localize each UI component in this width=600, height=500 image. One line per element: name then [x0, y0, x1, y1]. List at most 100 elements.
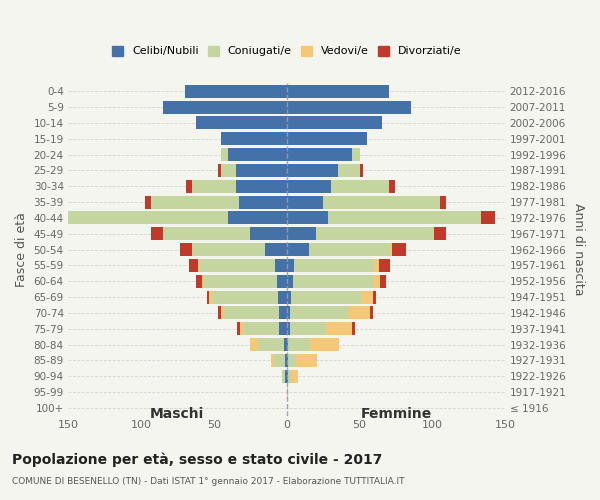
Bar: [287, 322, 290, 335]
Bar: [287, 116, 382, 130]
Bar: [163, 228, 250, 240]
Bar: [185, 85, 287, 98]
Bar: [218, 164, 221, 177]
Bar: [145, 196, 151, 208]
Bar: [192, 180, 236, 192]
Bar: [392, 243, 406, 256]
Bar: [203, 275, 277, 287]
Text: Popolazione per età, sesso e stato civile - 2017: Popolazione per età, sesso e stato civil…: [12, 452, 382, 467]
Bar: [374, 259, 379, 272]
Bar: [271, 354, 274, 367]
Bar: [229, 148, 287, 161]
Bar: [236, 180, 287, 192]
Bar: [348, 306, 370, 320]
Bar: [243, 322, 280, 335]
Bar: [277, 275, 287, 287]
Text: COMUNE DI BESENELLO (TN) - Dati ISTAT 1° gennaio 2017 - Elaborazione TUTTITALIA.: COMUNE DI BESENELLO (TN) - Dati ISTAT 1°…: [12, 478, 404, 486]
Bar: [328, 212, 481, 224]
Bar: [250, 338, 257, 351]
Bar: [287, 180, 331, 192]
Bar: [352, 322, 355, 335]
Bar: [285, 370, 287, 382]
Bar: [151, 196, 239, 208]
Bar: [186, 180, 192, 192]
Bar: [189, 259, 198, 272]
Bar: [206, 290, 209, 304]
Bar: [288, 354, 296, 367]
Bar: [293, 275, 373, 287]
Bar: [278, 290, 287, 304]
Bar: [250, 228, 287, 240]
Bar: [236, 164, 287, 177]
Bar: [221, 132, 287, 145]
Bar: [294, 259, 374, 272]
Bar: [287, 259, 294, 272]
Bar: [290, 322, 326, 335]
Bar: [265, 243, 287, 256]
Bar: [284, 338, 287, 351]
Bar: [163, 100, 287, 114]
Bar: [287, 386, 288, 398]
Bar: [288, 370, 291, 382]
Bar: [287, 164, 338, 177]
Bar: [326, 322, 352, 335]
Bar: [283, 370, 285, 382]
Bar: [287, 132, 367, 145]
Legend: Celibi/Nubili, Coniugati/e, Vedovi/e, Divorziati/e: Celibi/Nubili, Coniugati/e, Vedovi/e, Di…: [109, 42, 464, 60]
Y-axis label: Fasce di età: Fasce di età: [15, 212, 28, 287]
Bar: [352, 148, 359, 161]
Bar: [373, 275, 380, 287]
Bar: [198, 259, 199, 272]
Bar: [202, 275, 203, 287]
Bar: [389, 180, 395, 192]
Text: Maschi: Maschi: [150, 406, 205, 420]
Bar: [280, 322, 287, 335]
Bar: [196, 116, 287, 130]
Bar: [331, 180, 389, 192]
Bar: [224, 306, 280, 320]
Bar: [287, 290, 291, 304]
Bar: [240, 322, 243, 335]
Bar: [287, 338, 288, 351]
Bar: [287, 228, 316, 240]
Bar: [287, 85, 389, 98]
Bar: [440, 196, 446, 208]
Bar: [359, 164, 362, 177]
Bar: [370, 306, 373, 320]
Bar: [212, 290, 278, 304]
Bar: [229, 212, 287, 224]
Bar: [280, 306, 287, 320]
Bar: [287, 306, 290, 320]
Bar: [274, 354, 285, 367]
Bar: [373, 290, 376, 304]
Text: Femmine: Femmine: [361, 406, 432, 420]
Bar: [380, 275, 386, 287]
Bar: [221, 306, 224, 320]
Bar: [308, 243, 389, 256]
Bar: [481, 212, 496, 224]
Bar: [287, 196, 323, 208]
Bar: [221, 148, 229, 161]
Bar: [275, 259, 287, 272]
Bar: [237, 322, 240, 335]
Bar: [209, 290, 212, 304]
Bar: [196, 275, 202, 287]
Bar: [218, 306, 221, 320]
Bar: [291, 370, 298, 382]
Bar: [257, 338, 284, 351]
Bar: [68, 212, 229, 224]
Bar: [361, 290, 373, 304]
Bar: [288, 338, 310, 351]
Bar: [316, 228, 433, 240]
Bar: [433, 228, 434, 240]
Bar: [296, 354, 317, 367]
Bar: [287, 354, 288, 367]
Bar: [285, 354, 287, 367]
Bar: [323, 196, 440, 208]
Bar: [287, 212, 328, 224]
Bar: [180, 243, 192, 256]
Bar: [434, 228, 446, 240]
Bar: [192, 243, 265, 256]
Bar: [287, 148, 352, 161]
Bar: [287, 243, 308, 256]
